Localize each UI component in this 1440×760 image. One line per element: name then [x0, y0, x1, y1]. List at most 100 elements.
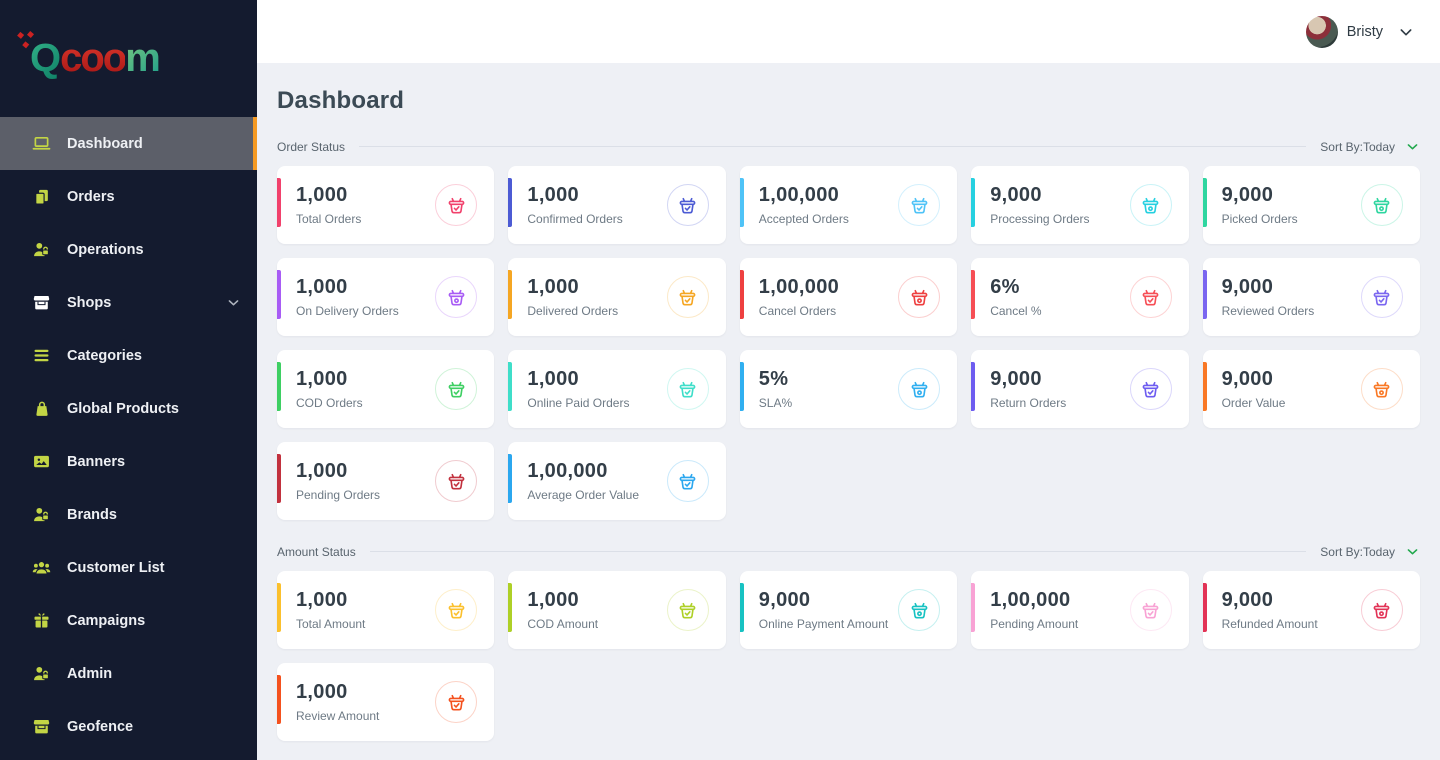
sidebar-item-orders[interactable]: Orders [0, 170, 257, 223]
stat-value: 1,000 [296, 460, 348, 482]
card-accent-stripe [739, 362, 744, 411]
user-avatar[interactable] [1305, 15, 1338, 48]
basket-dot-icon [1360, 368, 1403, 410]
sidebar-item-campaigns[interactable]: Campaigns [0, 594, 257, 647]
logo-coo: coo [60, 36, 127, 80]
stat-label: Total Orders [296, 212, 362, 226]
chevron-down-icon [1405, 544, 1420, 559]
basket-dot-icon [898, 589, 941, 631]
card-text: 5% SLA% [759, 368, 792, 410]
card-text: 1,000 Pending Orders [296, 460, 380, 502]
stat-card-pending-orders: 1,000 Pending Orders [277, 442, 495, 520]
section-header: Order Status Sort By:Today [277, 139, 1420, 154]
stat-label: Cancel % [990, 304, 1042, 318]
stat-card-cod-amount: 1,000 COD Amount [508, 571, 726, 649]
card-text: 9,000 Return Orders [990, 368, 1066, 410]
section-header: Amount Status Sort By:Today [277, 544, 1420, 559]
card-accent-stripe [1202, 583, 1207, 632]
users-icon [31, 557, 52, 578]
sidebar-item-banners[interactable]: Banners [0, 435, 257, 488]
stat-label: Average Order Value [527, 488, 640, 502]
section-label: Order Status [277, 139, 346, 154]
basket-check-icon [1360, 276, 1403, 318]
basket-check-icon [1129, 589, 1172, 631]
stat-value: 1,000 [527, 276, 579, 298]
card-text: 1,000 Total Orders [296, 184, 361, 226]
stat-card-confirmed-orders: 1,000 Confirmed Orders [508, 166, 726, 244]
sort-by-dropdown[interactable]: Sort By:Today [1320, 544, 1420, 559]
stat-card-cancel-: 6% Cancel % [971, 258, 1189, 336]
stat-label: Review Amount [296, 709, 380, 723]
stat-label: Confirmed Orders [527, 212, 623, 226]
stat-value: 1,00,000 [527, 460, 608, 482]
basket-check-icon [666, 460, 709, 502]
card-accent-stripe [508, 178, 513, 227]
card-accent-stripe [277, 178, 281, 227]
stat-card-total-orders: 1,000 Total Orders [277, 166, 495, 244]
stat-label: COD Orders [296, 396, 363, 410]
laptop-icon [31, 133, 52, 154]
sidebar-item-admin[interactable]: Admin [0, 647, 257, 700]
basket-check-icon [666, 589, 709, 631]
stat-card-review-amount: 1,000 Review Amount [277, 663, 495, 741]
card-accent-stripe [739, 270, 744, 319]
documents-icon [31, 186, 52, 207]
stat-card-delivered-orders: 1,000 Delivered Orders [508, 258, 726, 336]
sort-by-label: Sort By:Today [1320, 544, 1395, 559]
sidebar-item-customer-list[interactable]: Customer List [0, 541, 257, 594]
stat-card-return-orders: 9,000 Return Orders [971, 350, 1189, 428]
sidebar-item-categories[interactable]: Categories [0, 329, 257, 382]
stat-label: On Delivery Orders [296, 304, 399, 318]
card-accent-stripe [508, 583, 513, 632]
stat-card-reviewed-orders: 9,000 Reviewed Orders [1202, 258, 1420, 336]
logo-text: Qcoom [26, 30, 161, 81]
content: Dashboard Order Status Sort By:Today 1,000… [257, 63, 1440, 760]
sort-by-dropdown[interactable]: Sort By:Today [1320, 139, 1420, 154]
stat-value: 9,000 [758, 589, 811, 611]
stat-label: Accepted Orders [758, 212, 849, 226]
basket-check-icon [435, 589, 478, 631]
sidebar-item-geofence[interactable]: Geofence [0, 700, 257, 753]
card-text: 9,000 Online Payment Amount [759, 589, 888, 631]
stat-value: 1,00,000 [758, 276, 840, 298]
sidebar-item-shops[interactable]: Shops [0, 276, 257, 329]
stat-label: Online Paid Orders [527, 396, 630, 410]
menu-lines-icon [31, 345, 52, 366]
stat-value: 5% [758, 368, 789, 390]
stat-card-processing-orders: 9,000 Processing Orders [971, 166, 1189, 244]
card-text: 1,00,000 Accepted Orders [759, 184, 849, 226]
user-lock-icon [31, 239, 52, 260]
user-lock-icon [31, 504, 52, 525]
stat-value: 9,000 [1221, 184, 1274, 206]
card-accent-stripe [277, 270, 281, 319]
sidebar-item-operations[interactable]: Operations [0, 223, 257, 276]
chevron-down-icon [226, 295, 241, 310]
stat-value: 1,000 [296, 589, 348, 611]
sidebar-item-label: Orders [67, 188, 115, 205]
stat-card-cancel-orders: 1,00,000 Cancel Orders [739, 258, 958, 336]
card-text: 1,00,000 Average Order Value [527, 460, 639, 502]
card-text: 9,000 Order Value [1222, 368, 1286, 410]
sections-wrap: Order Status Sort By:Today 1,000 Total Orde… [277, 139, 1420, 741]
sidebar-item-brands[interactable]: Brands [0, 488, 257, 541]
sidebar-item-label: Operations [67, 241, 144, 258]
stat-label: Reviewed Orders [1221, 304, 1315, 318]
bag-icon [31, 398, 52, 419]
basket-check-icon [435, 460, 478, 502]
card-text: 1,000 COD Amount [527, 589, 598, 631]
page-title: Dashboard [277, 87, 405, 114]
card-text: 1,000 Confirmed Orders [527, 184, 622, 226]
chevron-down-icon [1405, 139, 1420, 154]
sidebar-item-dashboard[interactable]: Dashboard [0, 117, 257, 170]
card-text: 1,000 Review Amount [296, 681, 379, 723]
stat-value: 6% [990, 276, 1020, 298]
sidebar-item-label: Customer List [67, 559, 165, 576]
section-label: Amount Status [277, 544, 356, 559]
basket-check-icon [1129, 276, 1172, 318]
image-icon [31, 451, 52, 472]
card-accent-stripe [508, 270, 513, 319]
card-accent-stripe [277, 454, 281, 503]
user-lock-icon [31, 663, 52, 684]
user-menu-chevron-down-icon[interactable] [1398, 24, 1414, 40]
sidebar-item-global-products[interactable]: Global Products [0, 382, 257, 435]
